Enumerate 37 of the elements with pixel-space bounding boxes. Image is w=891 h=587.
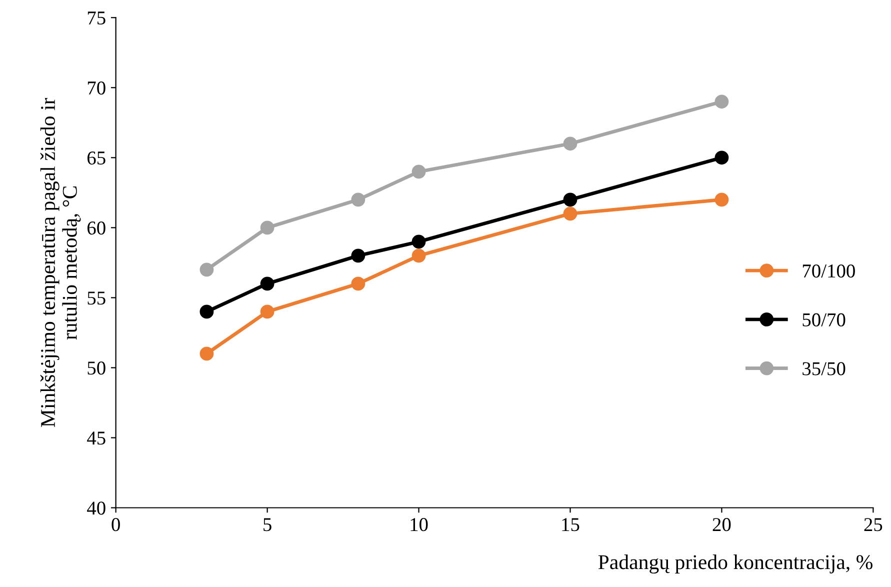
point [412,248,426,263]
y-tick-label: 40 [87,502,106,515]
y-axis-title: Minkštėjimo temperatūra pagal žiedo ir rutulio metodą, °C [40,98,81,427]
legend-label: 50/70 [802,313,846,326]
x-tick-label: 0 [112,518,120,532]
point [260,276,274,291]
point [563,206,578,221]
y-tick-label: 60 [88,221,106,235]
point [563,192,578,207]
point [200,262,214,277]
y-tick-label: 50 [88,362,106,375]
y-tick-label: 55 [88,292,106,305]
point [200,304,214,319]
point [714,192,729,207]
point [412,234,426,249]
point [351,248,366,263]
point [200,346,214,361]
y-tick-label: 65 [88,152,106,165]
point [563,136,578,151]
legend-label: 70/100 [802,264,855,278]
x-tick-label: 10 [410,518,428,532]
x-tick-label: 20 [712,518,731,532]
x-axis-title: Padangų priedo koncentracija, % [598,554,872,574]
x-tick-label: 15 [562,518,580,532]
y-tick-label: 75 [88,12,106,25]
point [714,150,729,165]
point [260,304,274,319]
point [260,220,274,235]
point [714,94,729,109]
point [351,276,366,291]
point [412,164,426,179]
legend-label: 35/50 [802,362,846,376]
x-tick-label: 25 [864,518,882,532]
x-tick-label: 5 [264,518,272,532]
y-tick-label: 70 [88,81,106,95]
point [351,192,366,207]
y-tick-label: 45 [87,432,106,445]
